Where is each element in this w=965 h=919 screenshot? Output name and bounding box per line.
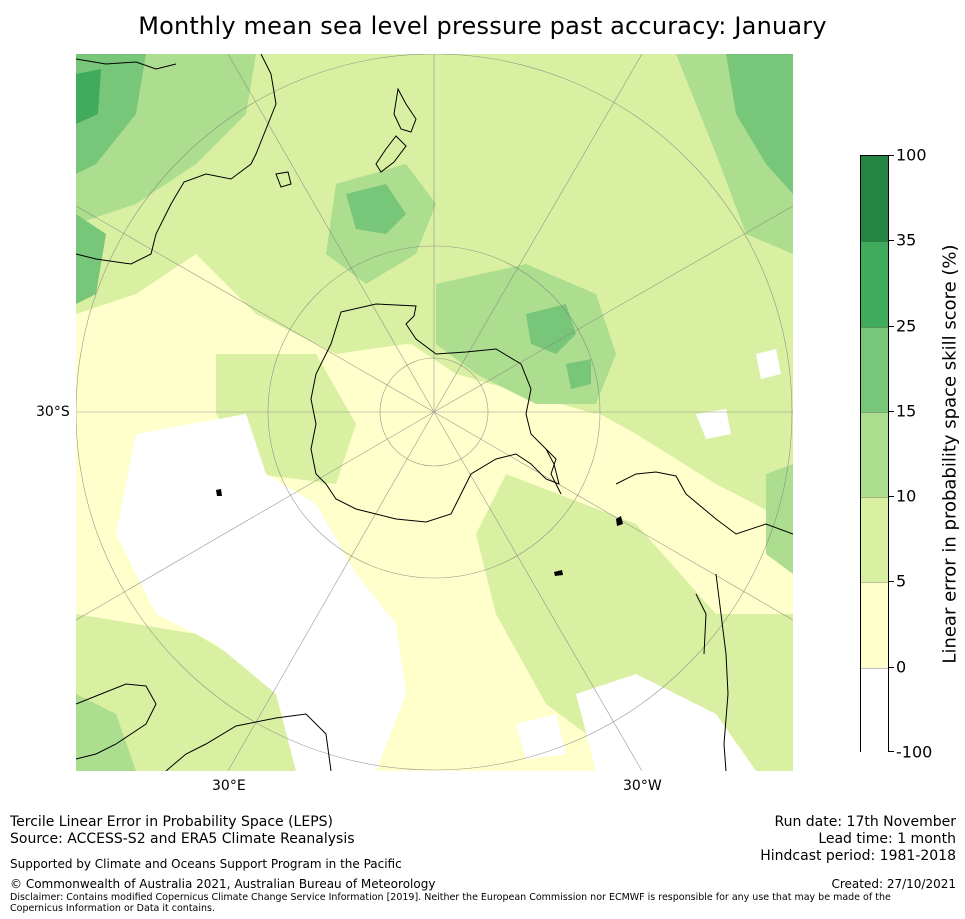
colorbar-tick-label: 0: [896, 657, 907, 677]
colorbar-segment: [861, 156, 888, 242]
falklands: [554, 570, 563, 576]
colorbar-tick: [889, 751, 894, 752]
australia-coastline: [76, 54, 277, 265]
colorbar-segment: [861, 326, 888, 413]
support-text: Supported by Climate and Oceans Support …: [10, 857, 402, 871]
australia-west-coastline: [76, 58, 177, 70]
south-america-coastline: [615, 471, 793, 771]
colorbar-tick: [889, 155, 894, 156]
lead-time: Lead time: 1 month: [818, 831, 956, 847]
colorbar-tick-label: 15: [896, 401, 917, 421]
colorbar-title: Linear error in probability space skill …: [939, 244, 961, 664]
run-date: Run date: 17th November: [774, 814, 957, 830]
polar-map: [76, 54, 793, 771]
skill-band-negative: [116, 349, 781, 771]
skill-band-25-35: [76, 69, 101, 124]
data-source: Source: ACCESS-S2 and ERA5 Climate Reana…: [10, 831, 355, 847]
new-zealand-coastline: [375, 87, 417, 173]
south-georgia: [616, 516, 623, 526]
colorbar-tick-label: 25: [896, 316, 917, 336]
colorbar: [860, 155, 889, 754]
colorbar-segment: [861, 667, 888, 754]
chart-title: Monthly mean sea level pressure past acc…: [138, 12, 827, 40]
colorbar-tick-label: 100: [896, 145, 927, 165]
colorbar-segment: [861, 411, 888, 499]
colorbar-segment: [861, 582, 888, 669]
product-name: Tercile Linear Error in Probability Spac…: [10, 814, 333, 830]
hindcast-period: Hindcast period: 1981-2018: [760, 848, 956, 864]
colorbar-tick-label: 5: [896, 571, 907, 591]
lon-label-30w: 30°W: [623, 778, 662, 794]
lat-label-30s: 30°S: [36, 404, 70, 420]
colorbar-tick: [889, 410, 894, 412]
kerguelen: [216, 489, 222, 496]
colorbar-segment: [861, 241, 888, 328]
colorbar-segment: [861, 497, 888, 584]
colorbar-tick-label: -100: [896, 742, 933, 762]
lon-label-30e: 30°E: [212, 778, 246, 794]
colorbar-tick: [889, 325, 894, 327]
skill-band-15-25: [76, 54, 793, 389]
created-date: Created: 27/10/2021: [831, 877, 956, 891]
colorbar-tick: [889, 240, 894, 242]
colorbar-tick-label: 10: [896, 486, 917, 506]
disclaimer-text: Disclaimer: Contains modified Copernicus…: [10, 892, 891, 914]
colorbar-tick: [889, 496, 894, 498]
africa-coastline: [76, 683, 332, 771]
colorbar-tick: [889, 581, 894, 583]
map-canvas: [76, 54, 793, 771]
copyright-text: © Commonwealth of Australia 2021, Austra…: [10, 877, 436, 891]
antarctic-peninsula: [545, 448, 562, 495]
colorbar-tick-label: 35: [896, 230, 917, 250]
colorbar-tick: [889, 666, 894, 668]
antarctica-coastline: [310, 303, 560, 523]
tasmania-coastline: [275, 171, 292, 188]
